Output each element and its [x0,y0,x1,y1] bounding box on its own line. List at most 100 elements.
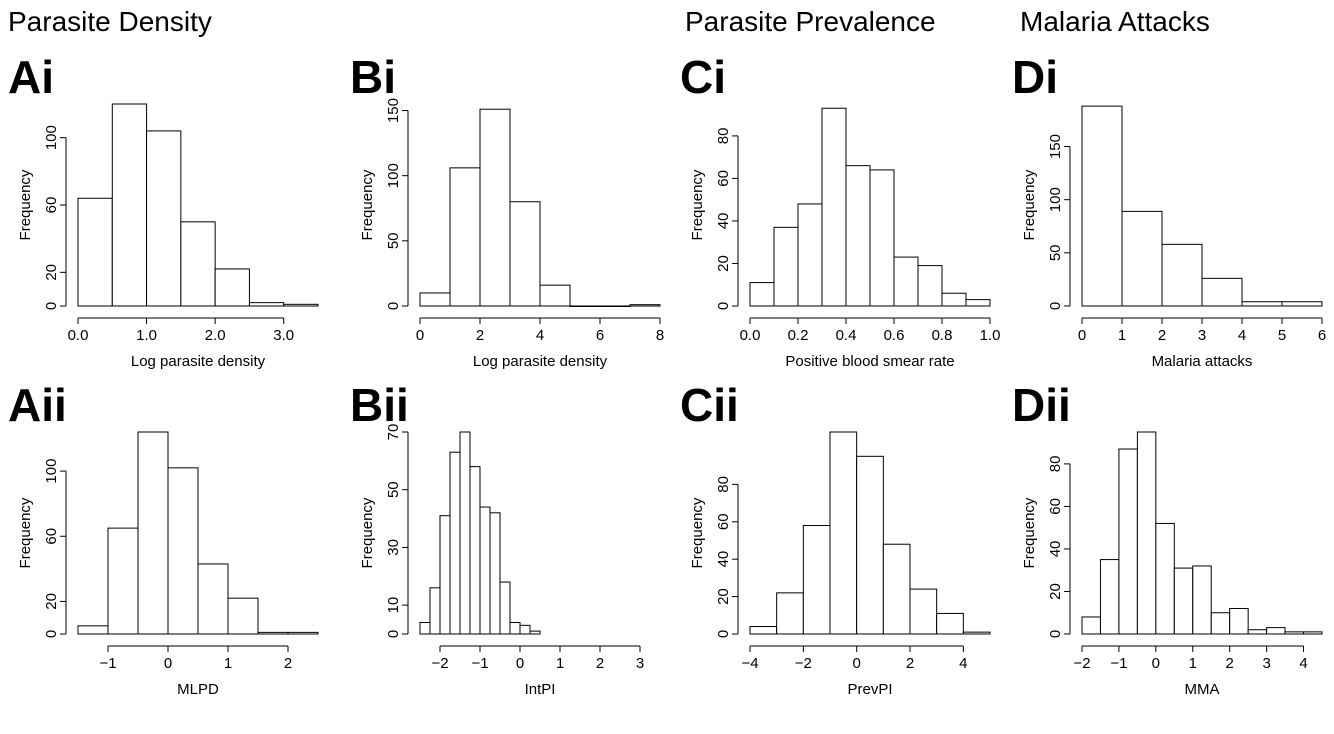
panel-di: Di 0 50 100 150 0 1 2 3 4 5 6 Malaria attacks Freque… [1004,52,1334,406]
x-tick-label: 2 [1158,327,1166,344]
panel-aii: Aii 0 20 60 100 −1 0 1 2 MLPD Frequency [0,380,330,734]
histogram-bar [1173,567,1194,635]
x-tick-label: 2 [1226,655,1234,672]
histogram-ci: 0 20 40 60 80 0.0 0.2 0.4 0.6 0.8 1.0 Positive bloo… [689,107,1000,370]
histogram-bar [1229,607,1249,635]
histogram-bar [459,431,471,635]
y-tick-label: 10 [385,597,402,614]
histogram-bar [1241,301,1283,307]
histogram-bar [77,197,113,307]
histogram-bar [111,103,148,307]
panel-label-di: Di [1012,51,1058,103]
x-tick-label: −2 [431,655,448,672]
y-tick-label: 80 [715,128,732,145]
histogram-bar [909,588,938,635]
section-title-density: Parasite Density [8,6,212,37]
histogram-bar [499,581,511,635]
histogram-bar [1081,616,1101,635]
y-axis-label: Frequency [359,497,376,568]
x-tick-label: 0.6 [884,327,905,344]
panel-label-bi: Bi [350,51,396,103]
y-tick-label: 0 [1047,630,1064,638]
histogram-bar [1201,277,1243,307]
y-axis-label: Frequency [359,169,376,240]
histogram-bar [1155,522,1175,635]
histogram-bar [509,621,521,635]
y-tick-label: 40 [715,213,732,230]
histogram-bar [419,621,431,635]
y-axis-label: Frequency [1021,497,1038,568]
x-axis-label: PrevPI [847,681,892,698]
y-tick-label: 70 [385,424,402,441]
y-axis-label: Frequency [17,497,34,568]
histogram-bar [429,587,441,635]
histogram-bar [802,525,831,635]
histogram-bar [845,165,871,307]
histogram-bar [1266,627,1286,635]
section-title-prevalence: Parasite Prevalence [685,6,936,37]
histogram-bar [449,167,481,307]
y-tick-label: 20 [43,264,60,281]
panel-dii: Dii 0 20 40 60 80 −2 −1 0 1 2 3 4 MMA Frequency [1004,380,1334,734]
x-axis-label: Log parasite density [473,353,608,370]
y-axis-label: Frequency [689,497,706,568]
histogram-bar [519,624,531,635]
y-tick-label: 150 [385,98,402,123]
panel-ci: Ci 0 20 40 60 80 0.0 0.2 0.4 0.6 0.8 1.0 Positive b… [672,52,1002,406]
histogram-bar [1281,301,1323,307]
x-tick-label: 0 [164,655,172,672]
panel-bi: Bi 0 50 100 150 0 2 4 6 8 Log parasite density Fre… [342,52,672,406]
y-tick-label: 60 [715,170,732,187]
y-axis-label: Frequency [17,169,34,240]
panel-cii: Cii 0 20 40 60 80 −4 −2 0 2 4 PrevPI Frequency [672,380,1002,734]
histogram-bar [539,284,571,307]
section-title-attacks: Malaria Attacks [1020,6,1210,37]
histogram-bar [936,612,964,635]
histogram-bar [107,527,139,635]
panel-bii: Bii 0 10 30 50 70 −2 −1 0 1 2 3 IntPI Frequency [342,380,672,734]
histogram-bar [248,302,285,307]
histogram-bar [797,203,823,307]
x-tick-label: 2 [476,327,484,344]
y-tick-label: 100 [1047,187,1064,212]
histogram-bar [146,130,182,307]
histogram-bar [509,201,541,307]
y-tick-label: 0 [43,630,60,638]
x-axis-label: Positive blood smear rate [785,353,954,370]
x-tick-label: 4 [536,327,544,344]
panel-ai: Ai 0 20 60 100 0.0 1.0 2.0 3.0 Log parasite dens… [0,52,330,406]
x-tick-label: 1 [556,655,564,672]
x-tick-label: 2 [596,655,604,672]
histogram-bar [469,466,481,635]
x-tick-label: 1 [224,655,232,672]
histogram-bar [479,108,511,307]
panel-label-bii: Bii [350,379,409,431]
y-tick-label: 20 [715,255,732,272]
panel-label-dii: Dii [1012,379,1071,431]
histogram-bar [829,431,858,635]
x-tick-label: 0.0 [740,327,761,344]
histogram-bar [1210,612,1231,635]
y-tick-label: 100 [43,125,60,150]
x-tick-label: 0.8 [932,327,953,344]
y-tick-label: 40 [715,551,732,568]
histogram-bar [1161,243,1203,307]
x-tick-label: 0 [1078,327,1086,344]
x-tick-label: −1 [1110,655,1127,672]
x-tick-label: −4 [741,655,758,672]
y-tick-label: 0 [385,302,402,310]
y-axis-label: Frequency [689,169,706,240]
y-tick-label: 0 [715,630,732,638]
y-tick-label: 80 [1047,456,1064,473]
histogram-bar [965,299,991,307]
x-tick-label: −2 [1073,655,1090,672]
histogram-bar [77,625,109,635]
x-tick-label: 1 [1189,655,1197,672]
histogram-bar [869,169,895,307]
histogram-aii: 0 20 60 100 −1 0 1 2 MLPD Frequency [17,431,319,698]
y-tick-label: 0 [385,630,402,638]
x-tick-label: 2 [284,655,292,672]
x-tick-label: 4 [1299,655,1307,672]
histogram-bar [1247,629,1268,635]
histogram-bar [1099,559,1120,635]
